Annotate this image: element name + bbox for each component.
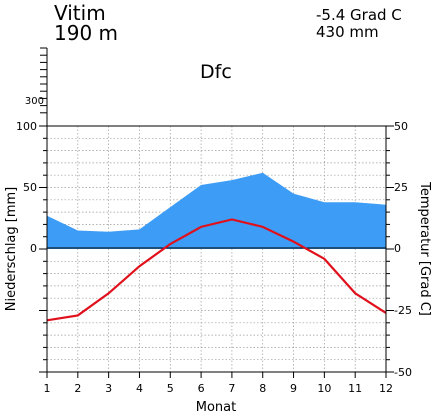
- x-tick-label-3: 3: [105, 382, 112, 395]
- x-tick-label-6: 6: [198, 382, 205, 395]
- x-axis-label: Monat: [196, 400, 236, 415]
- precip-tick-label-50: 50: [23, 181, 37, 194]
- precip-tick-label-0: 0: [30, 242, 37, 255]
- station-name: Vitim: [54, 1, 106, 25]
- x-tick-label-4: 4: [136, 382, 143, 395]
- climate-class: Dfc: [200, 61, 232, 83]
- axis-ticks: [39, 125, 394, 378]
- precipitation-area: [47, 172, 386, 249]
- temp-tick-label-25: 25: [394, 181, 408, 194]
- station-elevation: 190 m: [54, 21, 118, 45]
- x-tick-label-12: 12: [379, 382, 393, 395]
- precip-tick-label-300: 300: [25, 96, 44, 107]
- annual-mean-temp: -5.4 Grad C: [316, 6, 402, 24]
- annual-precip: 430 mm: [316, 23, 379, 41]
- left-axis-label: Niederschlag [mm]: [4, 187, 19, 312]
- upper-precip-ticks: [40, 47, 47, 114]
- right-axis-label: Temperatur [Grad C]: [417, 181, 432, 316]
- x-tick-label-7: 7: [228, 382, 235, 395]
- x-tick-label-5: 5: [167, 382, 174, 395]
- precip-tick-label-100: 100: [16, 120, 37, 133]
- x-tick-label-10: 10: [317, 382, 331, 395]
- x-tick-labels: 1 2 3 4 5 6 7 8 9 10 11 12: [44, 382, 394, 395]
- x-tick-label-9: 9: [290, 382, 297, 395]
- temp-tick-label-50: 50: [394, 120, 408, 133]
- x-tick-label-2: 2: [74, 382, 81, 395]
- temperature-line: [46, 218, 387, 322]
- x-tick-label-11: 11: [348, 382, 362, 395]
- x-tick-label-8: 8: [259, 382, 266, 395]
- temp-tick-label-minus25: -25: [394, 304, 412, 317]
- x-tick-label-1: 1: [44, 382, 51, 395]
- temp-tick-label-minus50: -50: [394, 366, 412, 379]
- temp-tick-label-0: 0: [394, 242, 401, 255]
